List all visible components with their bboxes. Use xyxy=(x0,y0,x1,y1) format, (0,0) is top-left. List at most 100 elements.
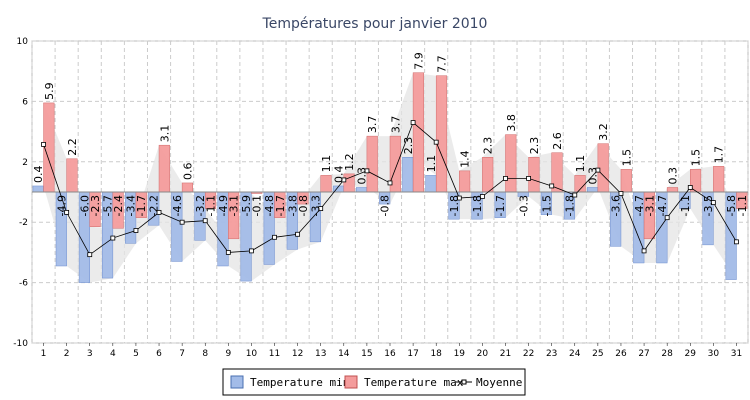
average-marker xyxy=(595,167,601,173)
x-tick-label: 20 xyxy=(477,349,489,359)
x-tick-label: 8 xyxy=(202,349,208,359)
average-marker xyxy=(572,192,578,198)
bar-temperature-max xyxy=(412,72,424,193)
data-label-max: 1.5 xyxy=(620,149,633,167)
data-label-min: -1.8 xyxy=(563,195,576,216)
data-label-min: -1.5 xyxy=(540,195,553,216)
data-label-max: 2.3 xyxy=(528,137,541,155)
data-label-max: 1.1 xyxy=(320,155,333,173)
data-label-max: 2.6 xyxy=(551,132,564,150)
y-tick-label: -6 xyxy=(19,279,28,289)
bar-temperature-max xyxy=(713,166,725,193)
data-label-min: 2.3 xyxy=(402,137,415,155)
data-label-min: 0.4 xyxy=(32,165,45,183)
x-tick-label: 19 xyxy=(454,349,466,359)
x-tick-label: 18 xyxy=(430,349,442,359)
average-marker xyxy=(156,209,162,215)
data-label-max: 3.2 xyxy=(597,123,610,141)
data-label-min: -4.7 xyxy=(656,195,669,216)
data-label-min: -4.9 xyxy=(55,195,68,216)
data-label-min: -5.8 xyxy=(725,195,738,216)
data-label-max: 1.1 xyxy=(574,155,587,173)
data-label-min: -0.8 xyxy=(379,195,392,216)
average-marker xyxy=(272,234,277,240)
average-marker xyxy=(410,120,416,125)
data-label-max: -1.1 xyxy=(736,195,749,216)
data-label-min: -3.5 xyxy=(702,195,715,216)
x-tick-label: 2 xyxy=(64,349,70,359)
data-label-max: 3.1 xyxy=(158,125,171,143)
data-label-min: -4.8 xyxy=(263,195,276,216)
data-label-min: -3.4 xyxy=(125,195,138,216)
x-tick-label: 7 xyxy=(179,349,185,359)
bar-temperature-max xyxy=(505,134,517,193)
average-marker xyxy=(179,219,185,225)
x-tick-label: 23 xyxy=(546,349,557,359)
average-marker xyxy=(618,191,624,196)
data-label-min: 0.3 xyxy=(587,167,600,185)
data-label-max: 1.7 xyxy=(713,146,726,164)
x-tick-label: 22 xyxy=(523,349,534,359)
average-marker xyxy=(133,228,139,233)
legend-label-min: Temperature min xyxy=(250,376,349,389)
data-label-max: -2.3 xyxy=(89,195,102,216)
data-label-max: -1.7 xyxy=(135,195,148,216)
legend: Temperature min Temperature max Moyenne xyxy=(222,368,526,396)
data-label-max: 2.2 xyxy=(66,138,79,156)
data-label-min: 1.1 xyxy=(425,155,438,173)
average-marker xyxy=(110,235,116,241)
average-marker xyxy=(64,209,70,215)
data-label-min: -1.8 xyxy=(471,195,484,216)
data-label-max: -0.8 xyxy=(297,195,310,216)
x-tick-label: 28 xyxy=(661,349,673,359)
average-marker xyxy=(503,176,508,181)
x-tick-label: 6 xyxy=(156,349,162,359)
x-tick-label: 25 xyxy=(592,349,603,359)
average-marker xyxy=(41,142,46,147)
legend-box xyxy=(222,368,526,396)
average-marker xyxy=(341,177,347,183)
average-marker xyxy=(526,176,531,181)
average-marker xyxy=(734,239,739,245)
y-tick-label: 10 xyxy=(17,37,29,47)
average-marker xyxy=(479,194,485,199)
data-label-layer: 0.45.9-4.92.2-6.0-2.3 -5.7-2.4 -3.4-1.7 -2.… xyxy=(32,52,749,216)
x-tick-label: 3 xyxy=(87,349,93,359)
data-label-max: -3.1 xyxy=(228,195,241,216)
x-tick-label: 4 xyxy=(110,349,116,359)
x-tick-label: 5 xyxy=(133,349,139,359)
data-label-min: -1.7 xyxy=(494,195,507,216)
data-label-max: 3.8 xyxy=(505,114,518,132)
data-label-min: -1.8 xyxy=(448,195,461,216)
bar-temperature-max xyxy=(435,75,448,193)
data-label-min: -3.8 xyxy=(286,195,299,216)
y-tick-label: -2 xyxy=(19,218,28,228)
data-label-max: -0.1 xyxy=(251,195,264,216)
average-marker xyxy=(225,249,231,255)
average-marker xyxy=(87,252,93,258)
legend-swatch-max xyxy=(344,375,358,389)
data-label-min: 0.4 xyxy=(332,165,345,183)
x-tick-label: 30 xyxy=(708,349,720,359)
average-marker xyxy=(456,195,462,201)
legend-label-max: Temperature max xyxy=(364,376,464,389)
data-label-min: -3.2 xyxy=(194,195,207,216)
data-label-max: -2.4 xyxy=(112,195,125,216)
legend-marker-avg xyxy=(461,379,467,385)
data-label-max: 0.6 xyxy=(181,162,194,180)
x-tick-label: 21 xyxy=(500,349,511,359)
x-tick-label: 14 xyxy=(338,349,350,359)
bar-temperature-max xyxy=(620,169,632,193)
average-line-layer xyxy=(41,120,739,258)
data-label-max: -1.7 xyxy=(274,195,287,216)
average-marker xyxy=(641,248,647,254)
data-label-min: 0.3 xyxy=(356,167,369,185)
data-label-max: 5.9 xyxy=(43,82,56,100)
x-tick-label: 29 xyxy=(685,349,697,359)
average-marker xyxy=(295,231,301,237)
data-label-max: 7.7 xyxy=(436,55,449,73)
data-label-max: 1.5 xyxy=(690,149,703,167)
